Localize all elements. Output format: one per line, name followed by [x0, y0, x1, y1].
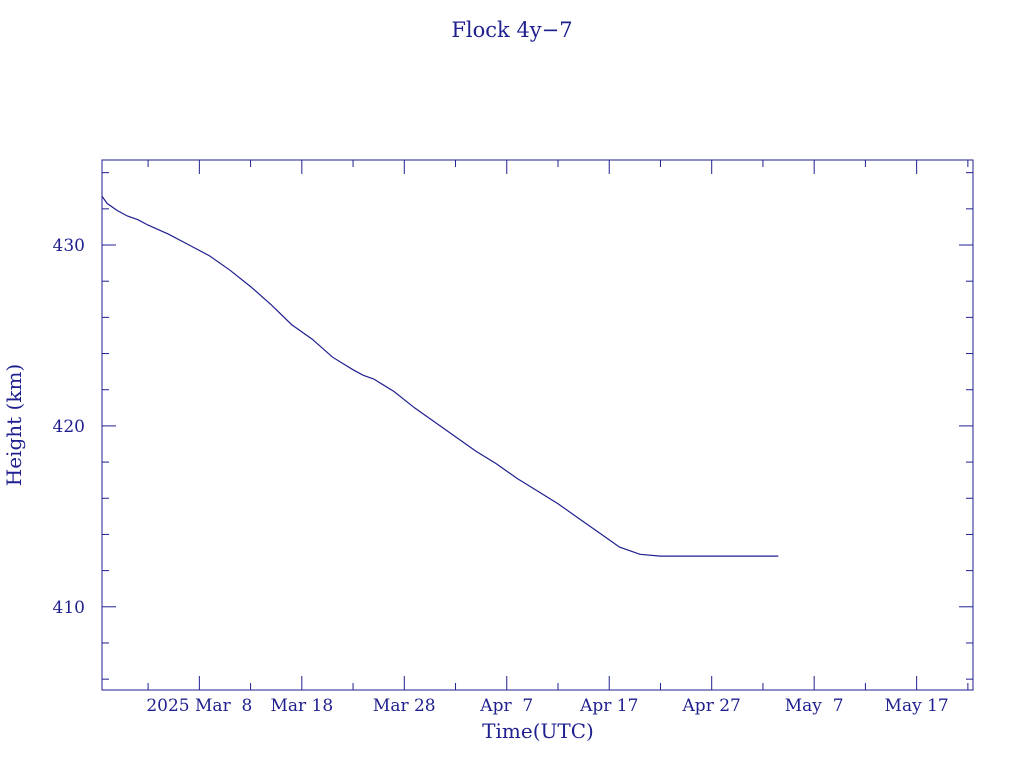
y-tick-label: 420 [53, 417, 85, 437]
x-tick-label: Mar 28 [373, 696, 436, 716]
height-series-line [101, 195, 779, 557]
x-axis-label: Time(UTC) [482, 719, 594, 743]
x-tick-label: May 7 [785, 696, 844, 716]
x-tick-label: 2025 Mar 8 [146, 696, 252, 716]
x-tick-label: Mar 18 [270, 696, 333, 716]
x-tick-label: Apr 17 [579, 696, 638, 716]
x-axis: 2025 Mar 8 Mar 18 Mar 28 Apr 7 Apr 17 Apr 27 M… [146, 160, 969, 716]
y-axis-label: Height (km) [2, 364, 26, 486]
chart-title: Flock 4y−7 [451, 18, 572, 42]
x-tick-label: May 17 [885, 696, 949, 716]
y-axis: 410 420 430 [53, 172, 973, 680]
y-tick-label: 410 [53, 598, 85, 618]
y-tick-label: 430 [53, 236, 85, 256]
plot-frame [101, 159, 974, 691]
x-tick-label: Apr 7 [479, 696, 533, 716]
x-tick-label: Apr 27 [682, 696, 741, 716]
